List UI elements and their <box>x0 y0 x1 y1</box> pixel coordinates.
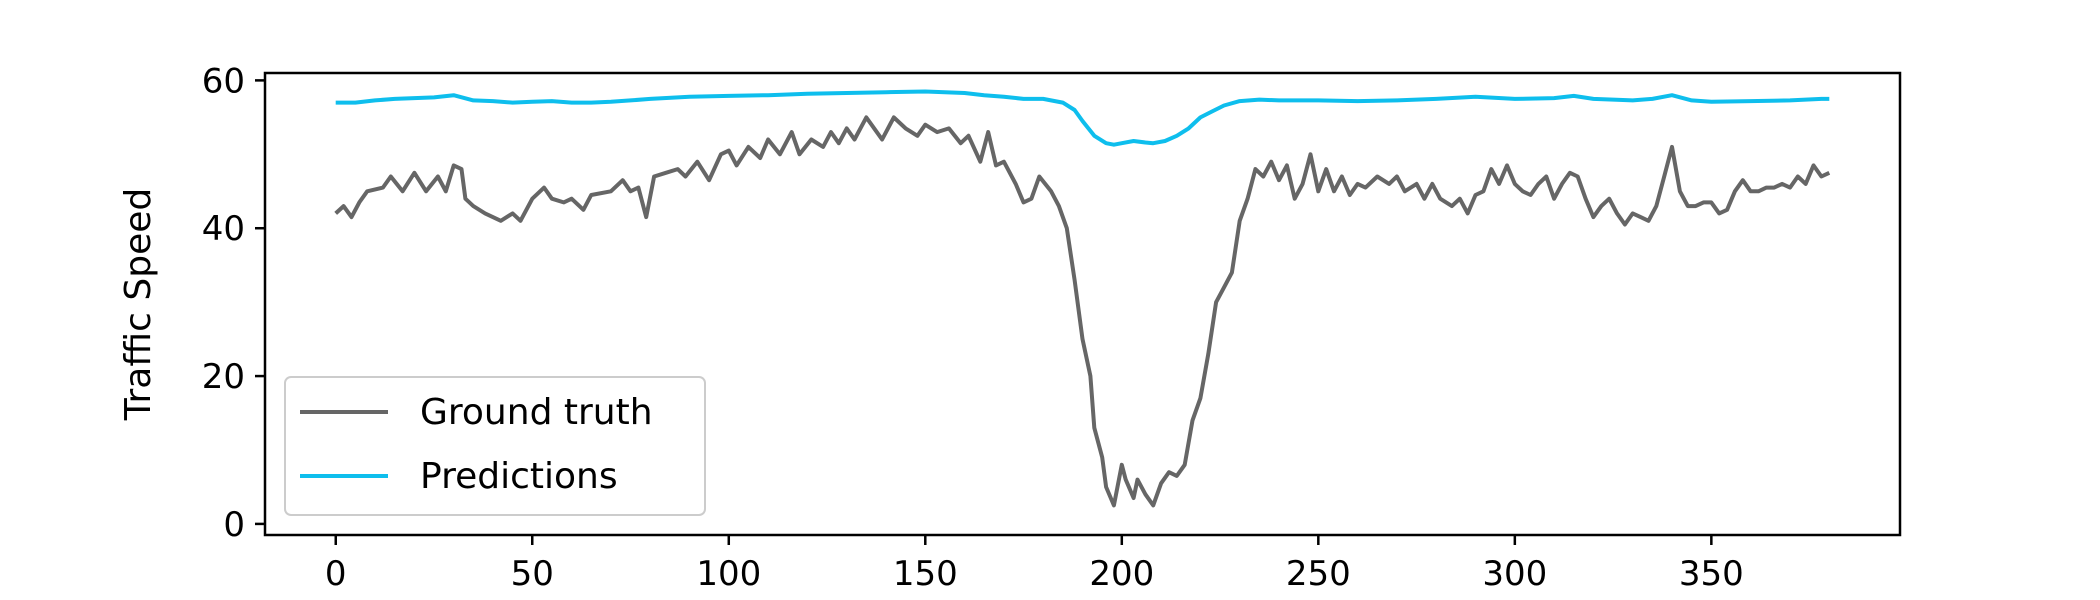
x-tick-label: 350 <box>1679 554 1744 594</box>
y-tick-label: 60 <box>202 61 245 101</box>
series-layer <box>334 89 1831 508</box>
x-tick-label: 50 <box>511 554 554 594</box>
x-tick-label: 300 <box>1482 554 1547 594</box>
legend: Ground truth Predictions <box>284 376 706 516</box>
y-axis-label: Traffic Speed <box>118 188 159 421</box>
y-tick-label: 0 <box>223 505 245 545</box>
y-axis: 0 20 40 60 <box>202 61 265 545</box>
series-line-predictions <box>335 89 1830 147</box>
x-tick-label: 100 <box>696 554 761 594</box>
x-tick-label: 200 <box>1089 554 1154 594</box>
y-tick-label: 40 <box>202 209 245 249</box>
x-tick-label: 250 <box>1286 554 1351 594</box>
legend-label: Predictions <box>420 456 618 497</box>
x-axis: 0 50 100 150 200 250 300 350 <box>325 535 1744 594</box>
legend-label: Ground truth <box>420 392 653 433</box>
x-tick-label: 150 <box>893 554 958 594</box>
series-line-ground-truth <box>334 115 1831 508</box>
x-tick-label: 0 <box>325 554 347 594</box>
plot-frame <box>263 71 1902 537</box>
y-tick-label: 20 <box>202 357 245 397</box>
legend-box <box>284 376 706 516</box>
